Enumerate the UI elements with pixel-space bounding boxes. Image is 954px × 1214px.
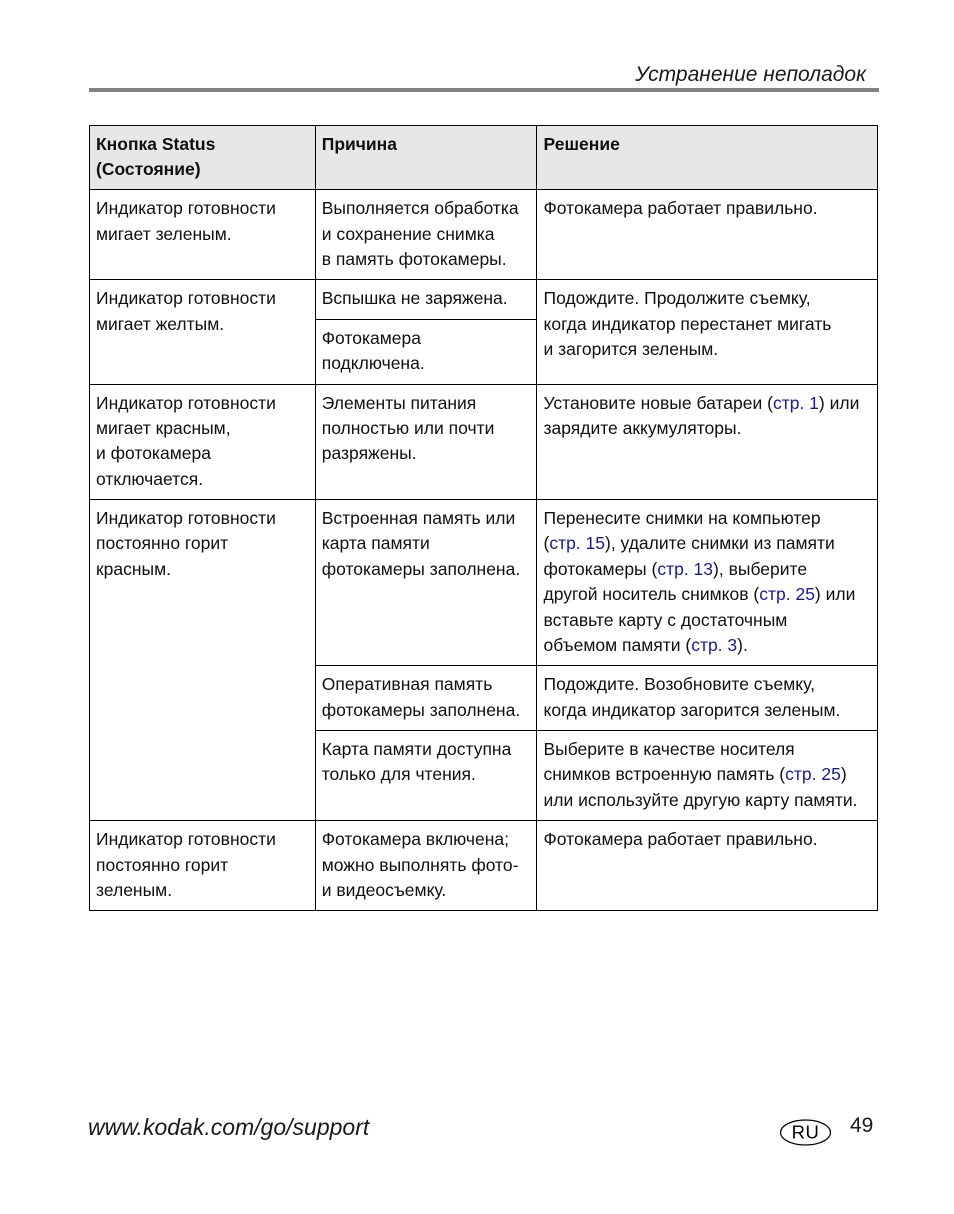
svg-text:RU: RU bbox=[792, 1121, 820, 1142]
